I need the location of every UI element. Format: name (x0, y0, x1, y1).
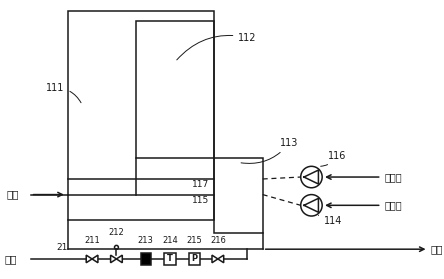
Text: 115: 115 (192, 196, 209, 205)
Text: 烟气: 烟气 (430, 244, 443, 254)
Text: 213: 213 (138, 236, 154, 245)
Text: 煤炒: 煤炒 (6, 190, 19, 199)
Polygon shape (111, 255, 116, 263)
Text: 214: 214 (162, 236, 178, 245)
Text: 211: 211 (84, 236, 100, 245)
Bar (164, 253, 176, 265)
Text: 116: 116 (321, 150, 346, 166)
Text: 112: 112 (177, 33, 257, 60)
Text: 二次风: 二次风 (385, 172, 402, 182)
Text: 215: 215 (186, 236, 202, 245)
Text: 117: 117 (192, 180, 209, 189)
Text: 113: 113 (241, 138, 299, 163)
Text: 一次风: 一次风 (385, 200, 402, 210)
Text: 21: 21 (56, 243, 67, 252)
Text: P: P (191, 254, 198, 263)
Text: T: T (167, 254, 173, 263)
Polygon shape (86, 255, 92, 263)
Text: 111: 111 (46, 83, 81, 103)
Bar (67, 11, 214, 220)
Text: 212: 212 (109, 227, 124, 237)
Bar (141, 253, 151, 265)
Polygon shape (218, 255, 224, 263)
Bar (189, 253, 200, 265)
Polygon shape (116, 255, 122, 263)
Text: 114: 114 (318, 215, 342, 226)
Polygon shape (212, 255, 218, 263)
Text: 216: 216 (210, 236, 226, 245)
Text: 废气: 废气 (4, 254, 17, 264)
Polygon shape (92, 255, 98, 263)
Bar (136, 21, 214, 158)
Bar (214, 158, 263, 233)
